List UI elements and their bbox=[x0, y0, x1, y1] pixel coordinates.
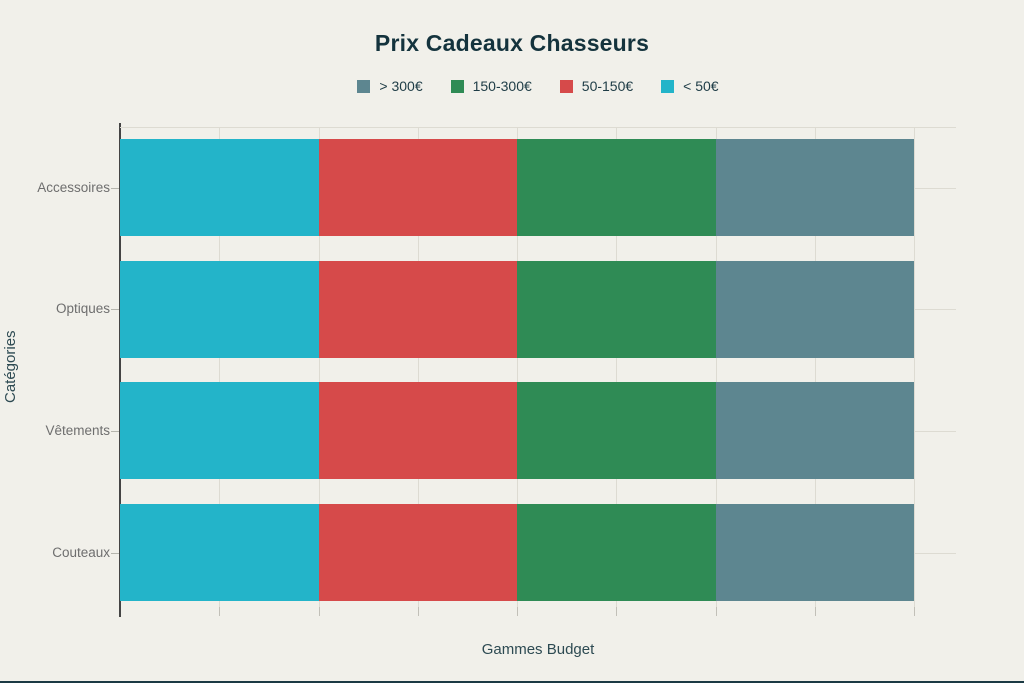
category-label: Accessoires bbox=[37, 179, 110, 195]
legend-swatch-icon bbox=[450, 79, 464, 93]
bar-row-v-tements bbox=[120, 382, 914, 480]
bar-segment[interactable] bbox=[517, 382, 716, 480]
vertical-gridline bbox=[517, 127, 518, 607]
legend-item[interactable]: 150-300€ bbox=[450, 78, 532, 94]
bar-segment[interactable] bbox=[715, 139, 914, 236]
chart-title: Prix Cadeaux Chasseurs bbox=[374, 30, 650, 56]
bar-segment[interactable] bbox=[715, 504, 914, 602]
bar-row-couteaux bbox=[120, 504, 914, 602]
x-axis-tick bbox=[219, 607, 221, 616]
vertical-gridline bbox=[715, 127, 717, 607]
bar-segment[interactable] bbox=[120, 504, 319, 602]
bar-segment[interactable] bbox=[517, 260, 716, 358]
x-axis-tick bbox=[616, 607, 618, 616]
legend-label: < 50€ bbox=[683, 78, 719, 94]
x-axis-tick bbox=[318, 607, 320, 616]
vertical-gridline bbox=[417, 127, 419, 607]
category-label: Optiques bbox=[55, 301, 110, 317]
legend-item[interactable]: 50-150€ bbox=[559, 78, 634, 94]
y-axis-tick bbox=[111, 430, 119, 432]
bar-segment[interactable] bbox=[517, 504, 716, 602]
x-axis-title: Gammes Budget bbox=[481, 641, 595, 658]
legend-item[interactable]: < 50€ bbox=[661, 78, 719, 94]
bar-segment[interactable] bbox=[715, 260, 914, 358]
vertical-gridline bbox=[914, 127, 915, 607]
horizontal-gridline bbox=[120, 127, 956, 128]
vertical-gridline bbox=[219, 127, 221, 607]
bar-row-optiques bbox=[120, 260, 914, 358]
bottom-border bbox=[0, 681, 1024, 683]
legend-swatch-icon bbox=[357, 79, 371, 93]
bar-segment[interactable] bbox=[120, 382, 319, 480]
legend-label: 150-300€ bbox=[472, 78, 532, 94]
legend-label: 50-150€ bbox=[581, 78, 634, 94]
legend: > 300€ 150-300€ 50-150€ < 50€ bbox=[120, 78, 956, 94]
legend-item[interactable]: > 300€ bbox=[357, 78, 423, 94]
category-label: Couteaux bbox=[52, 544, 110, 560]
bar-segment[interactable] bbox=[318, 260, 517, 358]
legend-swatch-icon bbox=[559, 79, 573, 93]
vertical-gridline bbox=[616, 127, 618, 607]
vertical-gridline bbox=[814, 127, 816, 607]
bar-segment[interactable] bbox=[715, 382, 914, 480]
bar-segment[interactable] bbox=[517, 139, 716, 236]
vertical-gridline bbox=[318, 127, 320, 607]
bar-segment[interactable] bbox=[120, 260, 319, 358]
bar-segment[interactable] bbox=[318, 139, 517, 236]
bar-row-accessoires bbox=[120, 139, 914, 236]
x-axis-tick bbox=[715, 607, 717, 616]
plot-area bbox=[119, 123, 956, 617]
y-axis-tick bbox=[111, 309, 119, 311]
y-axis-line bbox=[119, 123, 121, 617]
y-axis-title: Catégories bbox=[2, 330, 19, 404]
x-axis-tick bbox=[814, 607, 816, 616]
bar-segment[interactable] bbox=[318, 382, 517, 480]
bar-segment[interactable] bbox=[318, 504, 517, 602]
legend-label: > 300€ bbox=[379, 78, 423, 94]
x-axis-tick bbox=[914, 607, 915, 616]
bar-segment[interactable] bbox=[120, 139, 319, 236]
y-axis-tick bbox=[111, 552, 119, 554]
y-axis-tick bbox=[111, 187, 119, 189]
legend-swatch-icon bbox=[661, 79, 675, 93]
x-axis-tick bbox=[417, 607, 419, 616]
category-label: Vêtements bbox=[45, 422, 110, 438]
x-axis-tick bbox=[517, 607, 518, 616]
